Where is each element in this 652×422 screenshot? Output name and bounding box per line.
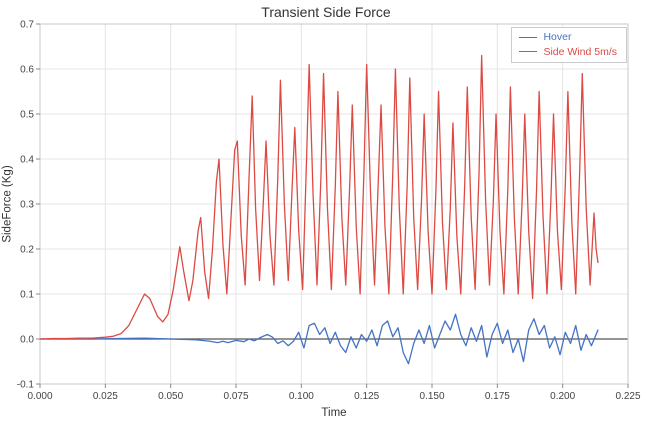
legend-label-side-wind: Side Wind 5m/s <box>543 45 617 58</box>
y-tick-label: 0.2 <box>20 245 34 256</box>
y-tick-label: -0.1 <box>17 380 35 391</box>
x-tick-label: 0.125 <box>354 391 379 402</box>
x-axis-label: Time <box>321 407 347 419</box>
y-tick-label: 0.5 <box>20 110 34 121</box>
x-tick-label: 0.025 <box>93 391 118 402</box>
x-tick-label: 0.175 <box>485 391 510 402</box>
x-tick-label: 0.100 <box>289 391 314 402</box>
x-tick-label: 0.000 <box>27 391 52 402</box>
x-tick-label: 0.150 <box>419 391 444 402</box>
legend-line-swatch-hover <box>519 36 538 38</box>
side-wind-series-line <box>39 54 599 340</box>
hover-series-line <box>39 313 599 365</box>
legend-entry-side-wind: Side Wind 5m/s <box>519 45 617 58</box>
legend-label-hover: Hover <box>543 31 572 43</box>
y-tick-label: 0.1 <box>20 290 34 301</box>
y-axis-label: SideForce (Kg) <box>2 165 14 243</box>
y-tick-label: 0.4 <box>20 155 34 166</box>
y-tick-label: 0.6 <box>20 65 34 76</box>
x-tick-label: 0.075 <box>223 391 248 402</box>
x-tick-label: 0.225 <box>615 391 640 402</box>
y-tick-label: 0.3 <box>20 200 34 211</box>
legend-entry-hover: Hover <box>519 32 617 43</box>
y-tick-label: 0.7 <box>20 20 34 31</box>
legend-line-swatch-side-wind <box>519 51 538 53</box>
y-tick-label: 0.0 <box>20 335 34 346</box>
x-tick-label: 0.050 <box>158 391 183 402</box>
chart-title: Transient Side Force <box>261 4 391 20</box>
legend: Hover Side Wind 5m/s <box>511 27 627 63</box>
x-tick-label: 0.200 <box>550 391 575 402</box>
